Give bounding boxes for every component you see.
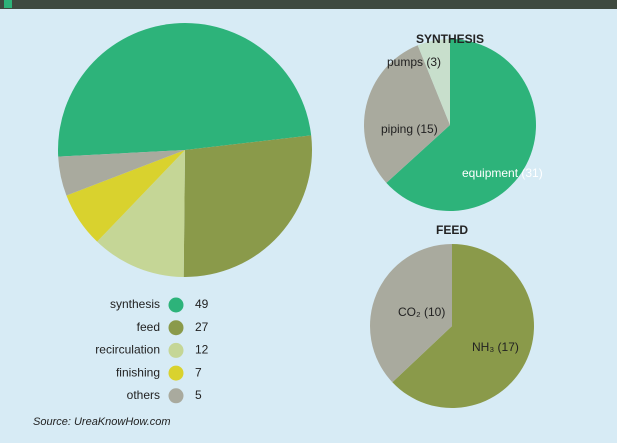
legend-label: others (127, 388, 160, 402)
pie-slice (66, 150, 185, 242)
slice-label: NH₃ (17) (472, 340, 519, 354)
pie-slice (97, 150, 185, 277)
legend-label: finishing (116, 365, 160, 379)
header-bar (0, 0, 617, 9)
pie-slice (58, 150, 185, 196)
slice-label: piping (15) (381, 122, 438, 136)
slice-label: CO₂ (10) (398, 305, 445, 319)
source: Source: UreaKnowHow.com (33, 416, 171, 428)
pie-slice (364, 45, 450, 183)
pie-slice (386, 39, 536, 212)
pie-slice (369, 244, 452, 383)
legend-value: 27 (195, 320, 209, 334)
legend-swatch (168, 365, 184, 381)
legend-swatch (168, 320, 184, 336)
legend-value: 49 (195, 297, 209, 311)
pie-title: FEED (436, 223, 468, 237)
legend-label: synthesis (110, 297, 160, 311)
slice-label: pumps (3) (387, 55, 441, 69)
legend-value: 12 (195, 343, 209, 357)
legend-swatch (168, 297, 184, 313)
legend-value: 7 (195, 365, 202, 379)
legend-label: feed (137, 320, 160, 334)
slice-label: equipment (31) (462, 166, 543, 180)
legend-swatch (168, 388, 184, 404)
pie-slice (57, 22, 312, 157)
pie-slice (417, 39, 450, 125)
pie-slice (392, 244, 534, 408)
legend-value: 5 (195, 388, 202, 402)
pie-slice (183, 135, 313, 278)
legend-swatch (168, 342, 184, 358)
header-icon (4, 0, 12, 8)
legend-label: recirculation (95, 343, 160, 357)
pie-title: SYNTHESIS (416, 32, 484, 46)
